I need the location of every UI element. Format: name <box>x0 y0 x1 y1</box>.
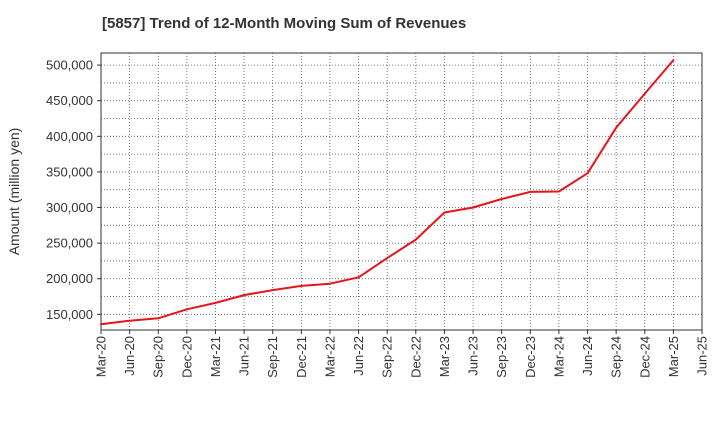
x-tick-label: Jun-20 <box>122 336 137 376</box>
x-tick-label: Sep-20 <box>151 336 166 378</box>
x-tick-label: Jun-23 <box>466 336 481 376</box>
x-tick-label: Dec-20 <box>179 336 194 378</box>
y-tick-label: 150,000 <box>46 307 93 322</box>
x-tick-label: Sep-23 <box>494 336 509 378</box>
x-tick-label: Dec-21 <box>294 336 309 378</box>
x-tick-label: Sep-22 <box>380 336 395 378</box>
y-axis-title: Amount (million yen) <box>6 128 22 256</box>
y-tick-label: 250,000 <box>46 236 93 251</box>
x-tick-label: Mar-25 <box>666 336 681 377</box>
x-tick-label: Jun-25 <box>695 336 710 376</box>
chart-title: [5857] Trend of 12-Month Moving Sum of R… <box>102 15 467 32</box>
y-tick-label: 300,000 <box>46 200 93 215</box>
x-tick-label: Mar-24 <box>551 336 566 377</box>
x-tick-label: Dec-22 <box>408 336 423 378</box>
x-tick-label: Dec-23 <box>523 336 538 378</box>
y-tick-label: 450,000 <box>46 93 93 108</box>
x-tick-label: Mar-21 <box>208 336 223 377</box>
x-tick-label: Mar-20 <box>94 336 109 377</box>
plot-frame <box>100 52 703 331</box>
y-tick-label: 200,000 <box>46 271 93 286</box>
y-tick-label: 500,000 <box>46 58 93 73</box>
x-tick-label: Sep-24 <box>609 336 624 378</box>
x-tick-label: Dec-24 <box>637 336 652 378</box>
x-tick-label: Jun-21 <box>237 336 252 376</box>
revenue-series-line <box>100 59 675 326</box>
plot-area <box>101 53 702 330</box>
x-tick-label: Sep-21 <box>265 336 280 378</box>
y-tick-label: 400,000 <box>46 129 93 144</box>
x-tick-label: Mar-22 <box>322 336 337 377</box>
x-tick-label: Jun-24 <box>580 336 595 376</box>
y-tick-label: 350,000 <box>46 164 93 179</box>
x-tick-label: Mar-23 <box>437 336 452 377</box>
x-tick-label: Jun-22 <box>351 336 366 376</box>
